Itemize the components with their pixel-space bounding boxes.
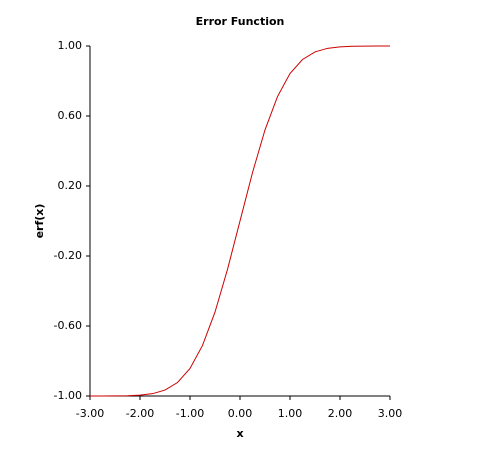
y-tick-label: -0.20 <box>54 249 82 262</box>
y-axis-label: erf(x) <box>33 204 46 239</box>
x-tick-label: 2.00 <box>328 407 353 420</box>
x-tick-label: 1.00 <box>278 407 303 420</box>
y-tick-label: 1.00 <box>58 39 83 52</box>
y-tick-label: 0.20 <box>58 179 83 192</box>
x-tick-label: 0.00 <box>228 407 253 420</box>
x-tick-label: -2.00 <box>126 407 154 420</box>
y-tick-label: -1.00 <box>54 389 82 402</box>
x-axis-label: x <box>236 427 243 440</box>
y-tick-label: 0.60 <box>58 109 83 122</box>
x-tick-label: -3.00 <box>76 407 104 420</box>
x-tick-label: -1.00 <box>176 407 204 420</box>
chart-title: Error Function <box>196 15 285 28</box>
y-tick-label: -0.60 <box>54 319 82 332</box>
x-tick-label: 3.00 <box>378 407 403 420</box>
line <box>89 45 391 397</box>
